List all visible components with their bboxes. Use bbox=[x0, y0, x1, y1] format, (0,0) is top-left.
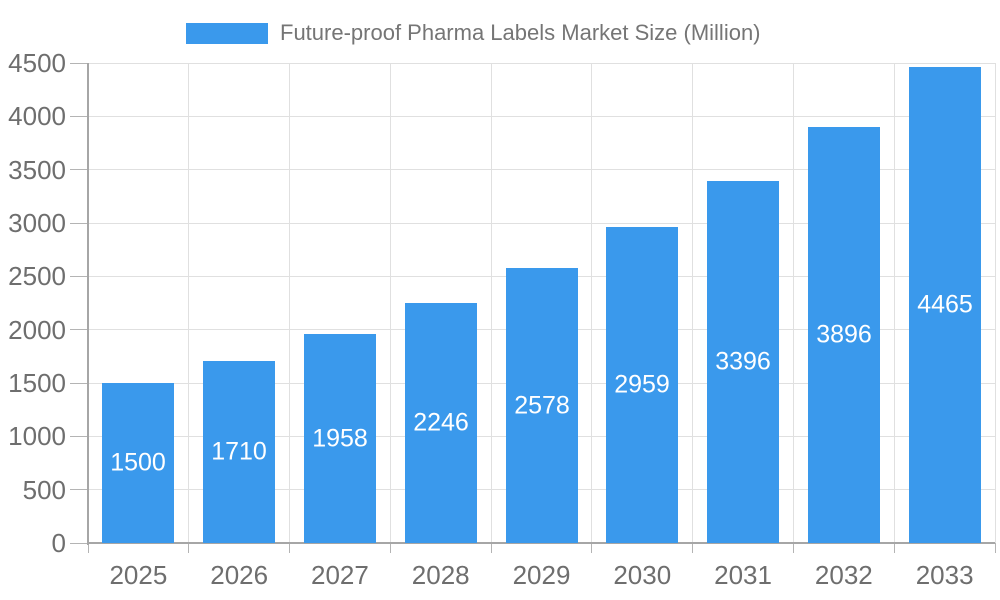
y-tick-label: 1500 bbox=[8, 368, 66, 398]
y-axis-tick bbox=[70, 542, 88, 544]
bar-value-label: 2246 bbox=[413, 408, 469, 437]
x-axis-tick bbox=[994, 543, 996, 553]
y-axis-tick bbox=[70, 115, 88, 117]
h-gridline bbox=[88, 222, 995, 224]
x-tick-label: 2027 bbox=[311, 560, 369, 590]
v-gridline bbox=[188, 63, 190, 543]
v-gridline bbox=[591, 63, 593, 543]
bar: 2959 bbox=[606, 227, 678, 543]
v-gridline bbox=[994, 63, 996, 543]
y-axis-line bbox=[87, 63, 89, 545]
h-gridline bbox=[88, 169, 995, 171]
x-axis-tick bbox=[289, 543, 291, 553]
y-tick-label: 3000 bbox=[8, 208, 66, 238]
bar: 1710 bbox=[203, 361, 275, 543]
y-axis-tick bbox=[70, 329, 88, 331]
x-axis-tick bbox=[87, 543, 89, 553]
x-axis-tick bbox=[188, 543, 190, 553]
v-gridline bbox=[692, 63, 694, 543]
y-tick-label: 1000 bbox=[8, 421, 66, 452]
y-axis-tick bbox=[70, 62, 88, 64]
bar-value-label: 1500 bbox=[110, 448, 166, 477]
bar: 1500 bbox=[102, 383, 174, 543]
v-gridline bbox=[792, 63, 794, 543]
legend-item[interactable]: Future-proof Pharma Labels Market Size (… bbox=[186, 22, 761, 44]
bar: 1958 bbox=[304, 334, 376, 543]
x-tick-label: 2032 bbox=[814, 560, 873, 590]
y-tick-label: 4000 bbox=[8, 101, 66, 132]
y-axis-tick bbox=[70, 382, 88, 384]
y-tick-label: 2000 bbox=[8, 314, 66, 345]
y-tick-label: 3500 bbox=[8, 154, 66, 185]
x-axis-line bbox=[88, 542, 995, 544]
x-tick-label: 2026 bbox=[210, 560, 269, 590]
bar: 3896 bbox=[808, 127, 880, 543]
x-axis-tick bbox=[490, 543, 492, 553]
bar-value-label: 4465 bbox=[917, 290, 973, 319]
legend-swatch bbox=[186, 22, 268, 44]
v-gridline bbox=[289, 63, 291, 543]
x-tick-label: 2030 bbox=[613, 560, 672, 590]
bar-value-label: 1710 bbox=[211, 437, 267, 466]
bar-value-label: 2959 bbox=[614, 370, 670, 399]
x-axis-tick bbox=[389, 543, 391, 553]
x-tick-label: 2031 bbox=[714, 560, 772, 590]
bar: 2578 bbox=[506, 268, 578, 543]
y-tick-label: 2500 bbox=[8, 261, 66, 292]
y-axis-tick bbox=[70, 435, 88, 437]
legend-label: Future-proof Pharma Labels Market Size (… bbox=[280, 20, 761, 45]
bar-value-label: 3396 bbox=[715, 347, 771, 376]
y-tick-label: 0 bbox=[51, 528, 66, 558]
x-tick-label: 2028 bbox=[411, 560, 470, 590]
v-gridline bbox=[893, 63, 895, 543]
bar: 3396 bbox=[707, 181, 779, 543]
y-axis-tick bbox=[70, 169, 88, 171]
x-tick-label: 2029 bbox=[512, 560, 571, 590]
bar: 4465 bbox=[909, 67, 981, 543]
x-tick-label: 2025 bbox=[109, 560, 168, 590]
h-gridline bbox=[88, 115, 995, 117]
v-gridline bbox=[389, 63, 391, 543]
x-tick-label: 2033 bbox=[915, 560, 974, 590]
bar-value-label: 3896 bbox=[816, 320, 872, 349]
x-axis-tick bbox=[591, 543, 593, 553]
y-tick-label: 500 bbox=[22, 474, 66, 505]
x-axis-tick bbox=[792, 543, 794, 553]
v-gridline bbox=[490, 63, 492, 543]
x-axis-tick bbox=[893, 543, 895, 553]
y-axis-tick bbox=[70, 489, 88, 491]
y-axis-tick bbox=[70, 222, 88, 224]
y-tick-label: 4500 bbox=[8, 48, 66, 78]
bar: 2246 bbox=[405, 303, 477, 543]
x-axis-tick bbox=[692, 543, 694, 553]
bar-value-label: 2578 bbox=[514, 391, 570, 419]
h-gridline bbox=[88, 62, 995, 64]
bar-value-label: 1958 bbox=[312, 424, 368, 452]
y-axis-tick bbox=[70, 275, 88, 277]
